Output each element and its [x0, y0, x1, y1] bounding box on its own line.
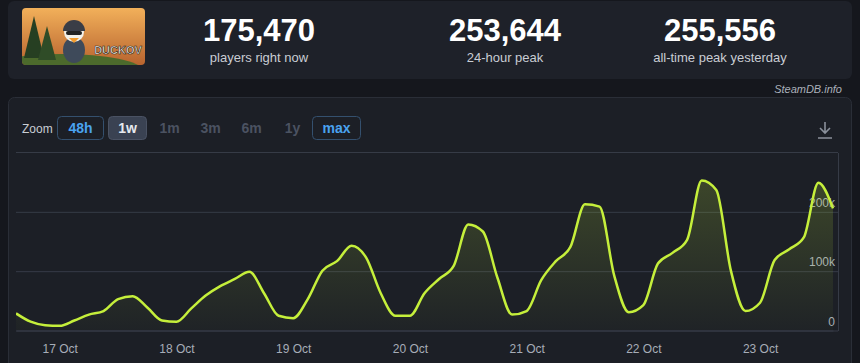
x-tick: 22 Oct [626, 331, 662, 357]
x-tick-label: 21 Oct [509, 342, 545, 356]
zoom-button-label: 3m [200, 120, 220, 136]
zoom-button-bg[interactable] [58, 117, 104, 140]
zoom-button: 3m [194, 117, 228, 140]
zoom-button: 1y [276, 117, 310, 140]
zoom-button[interactable]: 48h [58, 117, 104, 140]
thumb-tree [38, 26, 56, 60]
stat-label: players right now [210, 50, 309, 65]
y-axis: 0100k200k [16, 153, 839, 331]
x-tick-label: 17 Oct [43, 342, 79, 356]
y-axis-line [838, 153, 839, 331]
x-tick: 18 Oct [159, 331, 195, 357]
thumb-logo: DUCKOV [94, 44, 142, 56]
stat-label: all-time peak yesterday [653, 50, 787, 65]
thumb-bg [22, 8, 145, 65]
x-tick: 21 Oct [509, 331, 545, 357]
zoom-label: Zoom [22, 122, 53, 136]
thumbnail: DUCKOV [22, 8, 145, 65]
source-label: SteamDB.info [774, 83, 842, 95]
zoom-button-bg [235, 117, 269, 140]
x-axis-line [17, 331, 834, 332]
y-gridline [16, 331, 838, 332]
plot-frame-top [16, 152, 838, 153]
download-arrow[interactable] [818, 122, 832, 138]
x-tick-label: 22 Oct [626, 342, 662, 356]
zoom-button-label: 1y [285, 120, 301, 136]
zoom-button-bg [276, 117, 310, 140]
zoom-button-label[interactable]: max [322, 120, 350, 136]
stat-value: 175,470 [203, 13, 315, 48]
stat-value: 255,556 [664, 13, 776, 48]
page: DUCKOV 175,470 players right now 253,644 24-… [0, 0, 860, 363]
x-tick-label: 18 Oct [159, 342, 195, 356]
zoom-button: 1m [153, 117, 187, 140]
thumb-duck-beak [69, 38, 79, 43]
x-tick-label: 19 Oct [276, 342, 312, 356]
stat-value: 253,644 [449, 13, 562, 48]
x-tick: 23 Oct [743, 331, 779, 357]
x-tick: 19 Oct [276, 331, 312, 357]
player-area [16, 180, 833, 330]
x-tick: 20 Oct [393, 331, 429, 357]
zoom-button[interactable]: max [313, 117, 361, 140]
x-tick-label: 23 Oct [743, 342, 779, 356]
zoom-button: 6m [235, 117, 269, 140]
page-canvas: DUCKOV 175,470 players right now 253,644 24-… [0, 0, 860, 363]
zoom-button[interactable]: 1w [109, 117, 147, 140]
x-axis: 17 Oct 18 Oct 19 Oct 20 Oct 21 Oct 22 Oct 23 O… [17, 331, 834, 357]
zoom-button-bg [194, 117, 228, 140]
download-icon[interactable] [818, 122, 832, 138]
header-panel [8, 1, 852, 79]
x-tick: 17 Oct [43, 331, 79, 357]
zoom-button-label[interactable]: 48h [68, 120, 92, 136]
zoom-button-label[interactable]: 1w [118, 120, 137, 136]
plot-area [16, 180, 833, 330]
thumb-duck-goggles [66, 31, 82, 35]
x-tick-label: 20 Oct [393, 342, 429, 356]
zoom-button-bg[interactable] [313, 117, 361, 140]
thumb-duck-body [63, 37, 85, 63]
player-line [16, 180, 833, 325]
thumb-duck-helmet [63, 20, 85, 31]
zoom-button-bg [153, 117, 187, 140]
chart-panel [9, 98, 852, 363]
zoom-button-label: 1m [159, 120, 179, 136]
stat-label: 24-hour peak [467, 50, 544, 65]
zoom-button-bg[interactable] [109, 117, 147, 140]
zoom-button-label: 6m [241, 120, 261, 136]
